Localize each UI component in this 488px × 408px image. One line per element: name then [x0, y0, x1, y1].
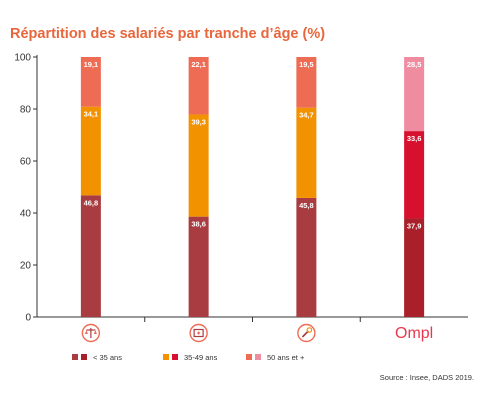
bar-segment	[80, 57, 101, 107]
icon-cross	[197, 331, 201, 335]
legend-swatch	[72, 354, 78, 360]
bar-value-label: 39,3	[191, 117, 206, 126]
bar-segment	[404, 218, 425, 317]
bar-segment	[188, 216, 209, 317]
y-tick-label: 40	[20, 209, 32, 220]
bar-value-label: 28,5	[407, 60, 422, 69]
bar-segment	[80, 106, 101, 196]
icon-head	[306, 327, 313, 333]
bar-value-label: 45,8	[299, 201, 314, 210]
bar-segment	[80, 195, 101, 317]
icon-ring	[297, 323, 316, 343]
bar-value-label: 22,1	[191, 60, 206, 69]
icon-stroke	[301, 330, 309, 338]
bar-segment	[296, 197, 317, 317]
source-note: Source : Insee, DADS 2019.	[380, 373, 474, 382]
bar-value-label: 19,5	[299, 60, 314, 69]
legend-swatch	[172, 354, 178, 360]
bar-segment	[296, 57, 317, 108]
icon-ring	[189, 323, 208, 343]
y-tick-label: 80	[20, 105, 32, 116]
legend-label: 35-49 ans	[184, 353, 218, 362]
bar-value-label: 37,9	[407, 221, 422, 230]
bar-value-label: 34,1	[84, 110, 99, 119]
legend-swatch	[255, 354, 261, 360]
health-care-icon	[189, 323, 208, 343]
technical-wrench-icon	[297, 323, 316, 343]
legend-label: < 35 ans	[93, 353, 122, 362]
legend-swatch	[246, 354, 252, 360]
bar-value-label: 46,8	[84, 198, 99, 207]
legend-swatch	[81, 354, 87, 360]
y-tick-label: 0	[25, 313, 31, 324]
chart-title: Répartition des salariés par tranche d’â…	[10, 26, 325, 42]
y-tick-label: 20	[20, 261, 32, 272]
y-tick-label: 100	[14, 53, 31, 64]
icon-ring	[81, 323, 101, 343]
bar-segment	[188, 114, 209, 217]
ompl-logo: Ompl	[395, 325, 433, 342]
icon-stroke	[193, 328, 204, 338]
legend-entry: 50 ans et +	[246, 353, 305, 362]
bar-value-label: 19,1	[84, 60, 99, 69]
icon-pans	[84, 330, 97, 334]
legend-entry: < 35 ans	[72, 353, 122, 362]
bar-segment	[404, 57, 425, 132]
scale-of-justice-icon	[81, 323, 101, 343]
legend-entry: 35-49 ans	[163, 353, 218, 362]
legend-label: 50 ans et +	[267, 353, 305, 362]
y-tick-label: 60	[20, 157, 32, 168]
bar-segment	[404, 131, 425, 219]
legend-swatch	[163, 354, 169, 360]
bar-segment	[188, 57, 209, 115]
bar-value-label: 33,6	[407, 134, 422, 143]
bar-value-label: 38,6	[191, 220, 206, 229]
bar-segment	[296, 107, 317, 198]
bar-value-label: 34,7	[299, 111, 314, 120]
